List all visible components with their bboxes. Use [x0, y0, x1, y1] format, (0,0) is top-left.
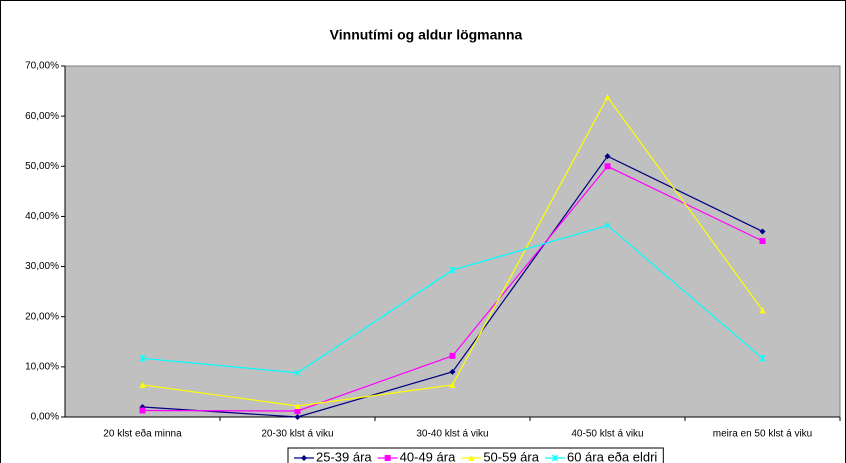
y-tick-label: 40,00%: [25, 211, 59, 222]
marker: [294, 402, 301, 409]
y-tick-label: 30,00%: [25, 261, 59, 272]
marker: [139, 407, 146, 414]
marker: [449, 266, 456, 274]
legend-label: 50-59 ára: [483, 449, 539, 463]
marker: [759, 307, 766, 314]
plot-area: [64, 65, 841, 418]
legend-box: [287, 447, 664, 463]
y-tick-label: 60,00%: [25, 111, 59, 122]
legend-label: 25-39 ára: [316, 449, 372, 463]
marker: [384, 455, 391, 461]
marker: [468, 455, 475, 461]
marker: [139, 354, 146, 362]
legend: 25-39 ára 40-49 ára 50-59 ára 60 ára eða el…: [287, 447, 664, 463]
x-tick-label: 40-50 klst á viku: [571, 429, 643, 440]
x-tick-label: meira en 50 klst á viku: [713, 429, 813, 440]
marker: [294, 414, 301, 420]
y-tick-label: 70,00%: [25, 61, 59, 72]
marker: [759, 354, 766, 362]
marker: [604, 153, 611, 160]
legend-label: 40-49 ára: [400, 449, 456, 463]
y-tick-label: 20,00%: [25, 311, 59, 322]
marker: [294, 407, 301, 414]
marker: [604, 163, 611, 170]
marker: [604, 222, 611, 229]
marker: [301, 455, 307, 461]
chart-title: Vinnutími og aldur lögmanna: [330, 27, 523, 43]
x-tick-label: 20 klst eða minna: [103, 428, 182, 440]
marker: [551, 454, 559, 462]
marker: [759, 237, 766, 244]
marker: [294, 369, 301, 377]
y-tick-label: 10,00%: [25, 361, 59, 372]
x-tick-label: 20-30 klst á viku: [261, 429, 333, 440]
marker: [139, 381, 146, 388]
x-tick-label: 30-40 klst á viku: [416, 429, 488, 440]
marker: [449, 381, 456, 388]
marker: [449, 368, 456, 375]
legend-label: 60 ára eða eldri: [567, 449, 657, 463]
y-tick-label: 0,00%: [31, 412, 59, 423]
marker: [759, 228, 766, 235]
marker: [449, 352, 456, 359]
y-tick-label: 50,00%: [25, 161, 59, 172]
marker: [604, 94, 611, 101]
